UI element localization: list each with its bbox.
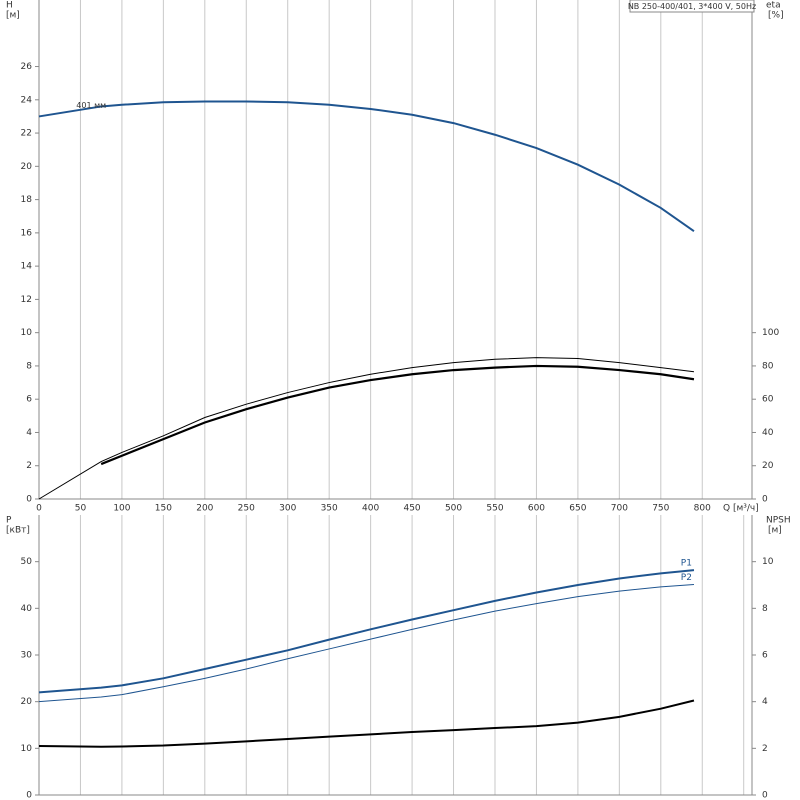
y2-axis-label: eta: [766, 1, 781, 11]
curve: [38, 569, 695, 694]
y2-tick-label: 20: [762, 461, 774, 471]
y-tick-label: 8: [26, 361, 32, 371]
x-tick-label: 700: [611, 504, 628, 514]
y2-tick-label: 0: [762, 791, 768, 800]
curve: [38, 100, 695, 233]
y-tick-label: 12: [21, 295, 32, 305]
y-tick-label: 40: [21, 604, 33, 614]
annotation: 401 мм: [76, 101, 106, 110]
y-tick-label: 0: [26, 495, 32, 505]
x-tick-label: 300: [279, 504, 296, 514]
y-tick-label: 30: [21, 651, 33, 661]
y-axis-unit: [кВт]: [6, 526, 30, 536]
y-tick-label: 16: [21, 228, 33, 238]
curve: [100, 364, 695, 466]
x-tick-label: 600: [528, 504, 545, 514]
y-tick-label: 0: [26, 791, 32, 800]
y-tick-label: 2: [26, 461, 32, 471]
y2-tick-label: 2: [762, 744, 768, 754]
y2-axis-unit: [%]: [768, 11, 784, 21]
y2-tick-label: 6: [762, 651, 768, 661]
x-tick-label: 150: [155, 504, 172, 514]
x-tick-label: 500: [445, 504, 462, 514]
y2-tick-label: 100: [762, 328, 779, 338]
y2-tick-label: 0: [762, 495, 768, 505]
x-tick-label: 550: [486, 504, 503, 514]
y-tick-label: 22: [21, 129, 32, 139]
x-tick-label: 750: [652, 504, 669, 514]
y-tick-label: 10: [21, 744, 33, 754]
title-box: [629, 0, 755, 13]
y2-tick-label: 8: [762, 604, 768, 614]
y-tick-label: 26: [21, 62, 33, 72]
y-tick-label: 4: [26, 428, 32, 438]
x-tick-label: 800: [694, 504, 711, 514]
y-tick-label: 6: [26, 395, 32, 405]
curve: [38, 584, 695, 703]
y2-tick-label: 4: [762, 697, 768, 707]
y-axis-unit: [м]: [6, 11, 20, 21]
x-tick-label: 100: [113, 504, 130, 514]
x-tick-label: 650: [569, 504, 586, 514]
y2-tick-label: 80: [762, 361, 774, 371]
x-axis-label: Q [м³/ч]: [723, 504, 759, 514]
x-tick-label: 450: [403, 504, 420, 514]
x-tick-label: 250: [238, 504, 255, 514]
y-tick-label: 24: [21, 95, 33, 105]
curve: [38, 699, 695, 748]
x-tick-label: 350: [321, 504, 338, 514]
y-tick-label: 18: [21, 195, 33, 205]
x-tick-label: 50: [75, 504, 87, 514]
y2-axis-label: NPSH: [766, 516, 791, 526]
x-tick-label: 400: [362, 504, 379, 514]
y-tick-label: 20: [21, 162, 33, 172]
x-tick-label: 0: [36, 504, 42, 514]
y2-tick-label: 10: [762, 557, 774, 567]
y-tick-label: 14: [21, 262, 33, 272]
y2-tick-label: 60: [762, 395, 774, 405]
y-tick-label: 50: [21, 557, 33, 567]
curve: [38, 357, 695, 500]
x-tick-label: 200: [196, 504, 213, 514]
chart-title: NB 250-400/401, 3*400 V, 50Hz: [628, 2, 756, 11]
series-label: P1: [681, 559, 692, 569]
y2-axis-unit: [м]: [768, 526, 782, 536]
series-label: P2: [681, 573, 692, 583]
y-axis-label: H: [6, 1, 13, 11]
y-axis-label: P: [6, 516, 12, 526]
y2-tick-label: 40: [762, 428, 774, 438]
y-tick-label: 20: [21, 697, 33, 707]
y-tick-label: 10: [21, 328, 33, 338]
